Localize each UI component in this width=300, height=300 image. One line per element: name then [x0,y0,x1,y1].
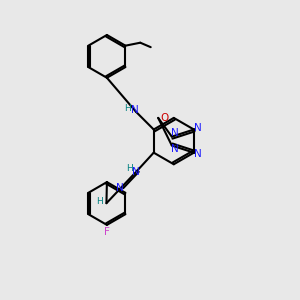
Text: O: O [160,113,169,123]
Text: N: N [194,149,202,159]
Text: N: N [132,167,140,177]
Text: H: H [97,197,103,206]
Text: N: N [130,105,138,115]
Text: N: N [171,144,179,154]
Text: F: F [104,227,110,237]
Text: N: N [171,128,179,138]
Text: N: N [116,183,123,193]
Text: H: H [126,164,132,172]
Text: H: H [124,104,131,113]
Text: N: N [194,123,202,133]
